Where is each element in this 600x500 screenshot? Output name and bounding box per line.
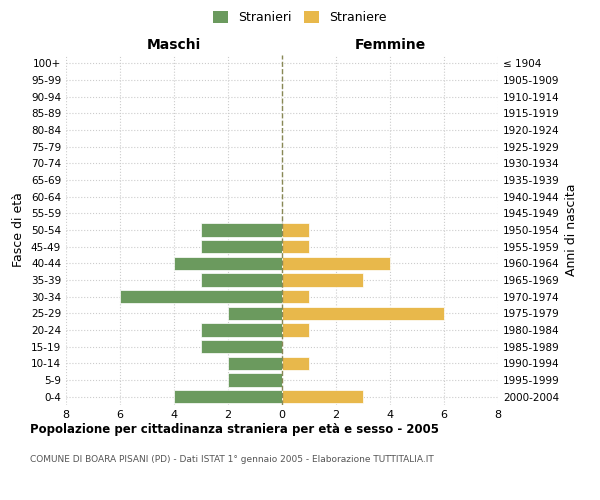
Bar [201, 340, 282, 353]
Bar [282, 390, 363, 404]
Bar [201, 240, 282, 254]
Bar [282, 274, 363, 286]
Bar [120, 290, 282, 304]
Bar [228, 306, 282, 320]
Bar [201, 324, 282, 336]
Bar [201, 224, 282, 236]
Bar [282, 240, 309, 254]
Bar [282, 356, 309, 370]
Bar [174, 390, 282, 404]
Bar [228, 356, 282, 370]
Text: Popolazione per cittadinanza straniera per età e sesso - 2005: Popolazione per cittadinanza straniera p… [30, 422, 439, 436]
Text: COMUNE DI BOARA PISANI (PD) - Dati ISTAT 1° gennaio 2005 - Elaborazione TUTTITAL: COMUNE DI BOARA PISANI (PD) - Dati ISTAT… [30, 455, 434, 464]
Bar [282, 290, 309, 304]
Bar [174, 256, 282, 270]
Legend: Stranieri, Straniere: Stranieri, Straniere [208, 6, 392, 29]
Bar [228, 374, 282, 386]
Bar [282, 256, 390, 270]
Text: Femmine: Femmine [355, 38, 425, 52]
Y-axis label: Anni di nascita: Anni di nascita [565, 184, 578, 276]
Bar [282, 224, 309, 236]
Y-axis label: Fasce di età: Fasce di età [13, 192, 25, 268]
Bar [282, 306, 444, 320]
Bar [282, 324, 309, 336]
Bar [201, 274, 282, 286]
Text: Maschi: Maschi [147, 38, 201, 52]
